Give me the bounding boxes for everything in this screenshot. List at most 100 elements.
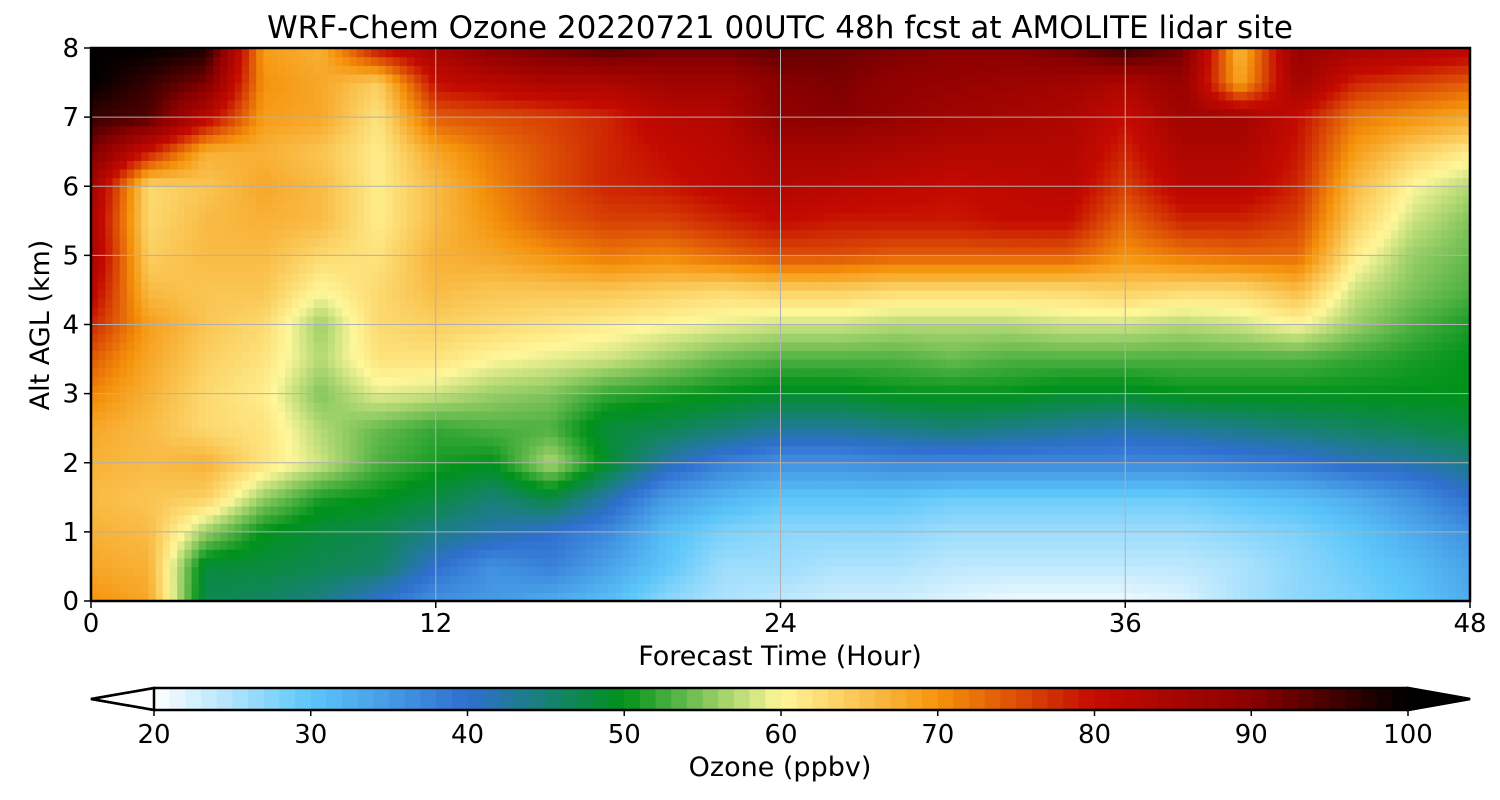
contour-cell bbox=[945, 549, 954, 559]
contour-cell bbox=[924, 462, 932, 472]
contour-cell bbox=[1010, 410, 1019, 421]
contour-cell bbox=[744, 462, 753, 472]
contour-cell bbox=[284, 531, 293, 542]
contour-cell bbox=[1118, 410, 1126, 421]
contour-cell bbox=[773, 531, 782, 542]
contour-cell bbox=[529, 583, 537, 593]
contour-cell bbox=[1189, 436, 1198, 447]
contour-cell bbox=[1398, 419, 1406, 429]
contour-cell bbox=[119, 419, 128, 429]
contour-cell bbox=[1067, 454, 1076, 464]
contour-cell bbox=[1390, 540, 1399, 550]
contour-cell bbox=[1297, 462, 1306, 472]
contour-cell bbox=[1074, 454, 1083, 464]
contour-cell bbox=[213, 592, 221, 601]
contour-cell bbox=[521, 583, 530, 593]
contour-cell bbox=[557, 445, 566, 455]
contour-cell bbox=[600, 540, 609, 550]
contour-cell bbox=[751, 575, 760, 585]
contour-cell bbox=[105, 523, 114, 533]
contour-cell bbox=[529, 471, 537, 481]
contour-cell bbox=[1089, 471, 1098, 481]
contour-cell bbox=[651, 523, 659, 533]
contour-cell bbox=[1434, 592, 1442, 601]
contour-cell bbox=[687, 557, 695, 568]
contour-cell bbox=[1326, 419, 1335, 429]
contour-cell bbox=[471, 549, 480, 559]
contour-cell bbox=[1232, 393, 1241, 403]
contour-cell bbox=[91, 376, 99, 386]
contour-cell bbox=[1089, 592, 1098, 601]
contour-cell bbox=[737, 384, 746, 395]
contour-cell bbox=[105, 566, 114, 576]
contour-cell bbox=[615, 462, 624, 472]
contour-cell bbox=[119, 488, 128, 498]
contour-cell bbox=[249, 583, 257, 593]
contour-cell bbox=[644, 436, 652, 447]
contour-cell bbox=[349, 384, 358, 395]
contour-cell bbox=[1118, 393, 1126, 403]
contour-cell bbox=[328, 410, 336, 421]
contour-cell bbox=[1398, 410, 1406, 421]
contour-cell bbox=[823, 514, 832, 524]
contour-cell bbox=[708, 575, 717, 585]
contour-cell bbox=[1268, 557, 1277, 568]
contour-cell bbox=[1060, 592, 1069, 601]
contour-cell bbox=[220, 505, 229, 516]
contour-cell bbox=[1067, 497, 1076, 507]
contour-cell bbox=[191, 436, 200, 447]
contour-cell bbox=[988, 428, 997, 438]
contour-cell bbox=[1426, 419, 1435, 429]
contour-cell bbox=[952, 428, 961, 438]
contour-cell bbox=[1383, 462, 1392, 472]
contour-cell bbox=[313, 583, 322, 593]
contour-cell bbox=[586, 557, 595, 568]
contour-cell bbox=[1211, 462, 1220, 472]
contour-cell bbox=[514, 419, 523, 429]
contour-cell bbox=[881, 393, 889, 403]
contour-cell bbox=[715, 454, 724, 464]
contour-cell bbox=[615, 419, 624, 429]
contour-cell bbox=[687, 566, 695, 576]
contour-cell bbox=[881, 410, 889, 421]
contour-cell bbox=[1398, 402, 1406, 412]
contour-cell bbox=[1003, 445, 1011, 455]
contour-cell bbox=[802, 454, 810, 464]
contour-cell bbox=[802, 419, 810, 429]
contour-cell bbox=[1118, 566, 1126, 576]
contour-cell bbox=[1182, 480, 1191, 490]
contour-cell bbox=[687, 376, 695, 386]
contour-cell bbox=[543, 531, 552, 542]
contour-cell bbox=[399, 549, 408, 559]
contour-cell bbox=[1082, 523, 1090, 533]
contour-cell bbox=[378, 505, 387, 516]
contour-cell bbox=[162, 583, 171, 593]
contour-cell bbox=[859, 402, 868, 412]
contour-cell bbox=[464, 428, 473, 438]
contour-cell bbox=[615, 410, 624, 421]
contour-cell bbox=[1419, 402, 1428, 412]
contour-cell bbox=[493, 488, 501, 498]
contour-cell bbox=[744, 480, 753, 490]
contour-cell bbox=[960, 428, 968, 438]
contour-cell bbox=[514, 575, 523, 585]
contour-cell bbox=[342, 393, 351, 403]
contour-cell bbox=[1204, 540, 1213, 550]
contour-cell bbox=[1355, 445, 1363, 455]
contour-cell bbox=[134, 557, 142, 568]
contour-cell bbox=[1434, 557, 1442, 568]
contour-cell bbox=[1376, 419, 1385, 429]
contour-cell bbox=[1412, 402, 1421, 412]
contour-cell bbox=[1031, 549, 1040, 559]
contour-cell bbox=[1311, 384, 1320, 395]
contour-cell bbox=[486, 575, 494, 585]
contour-cell bbox=[909, 575, 918, 585]
contour-cell bbox=[1462, 549, 1470, 559]
contour-cell bbox=[521, 445, 530, 455]
contour-cell bbox=[866, 514, 875, 524]
contour-cell bbox=[1326, 531, 1335, 542]
contour-cell bbox=[1383, 549, 1392, 559]
contour-cell bbox=[277, 454, 286, 464]
contour-cell bbox=[758, 583, 767, 593]
contour-cell bbox=[557, 428, 566, 438]
